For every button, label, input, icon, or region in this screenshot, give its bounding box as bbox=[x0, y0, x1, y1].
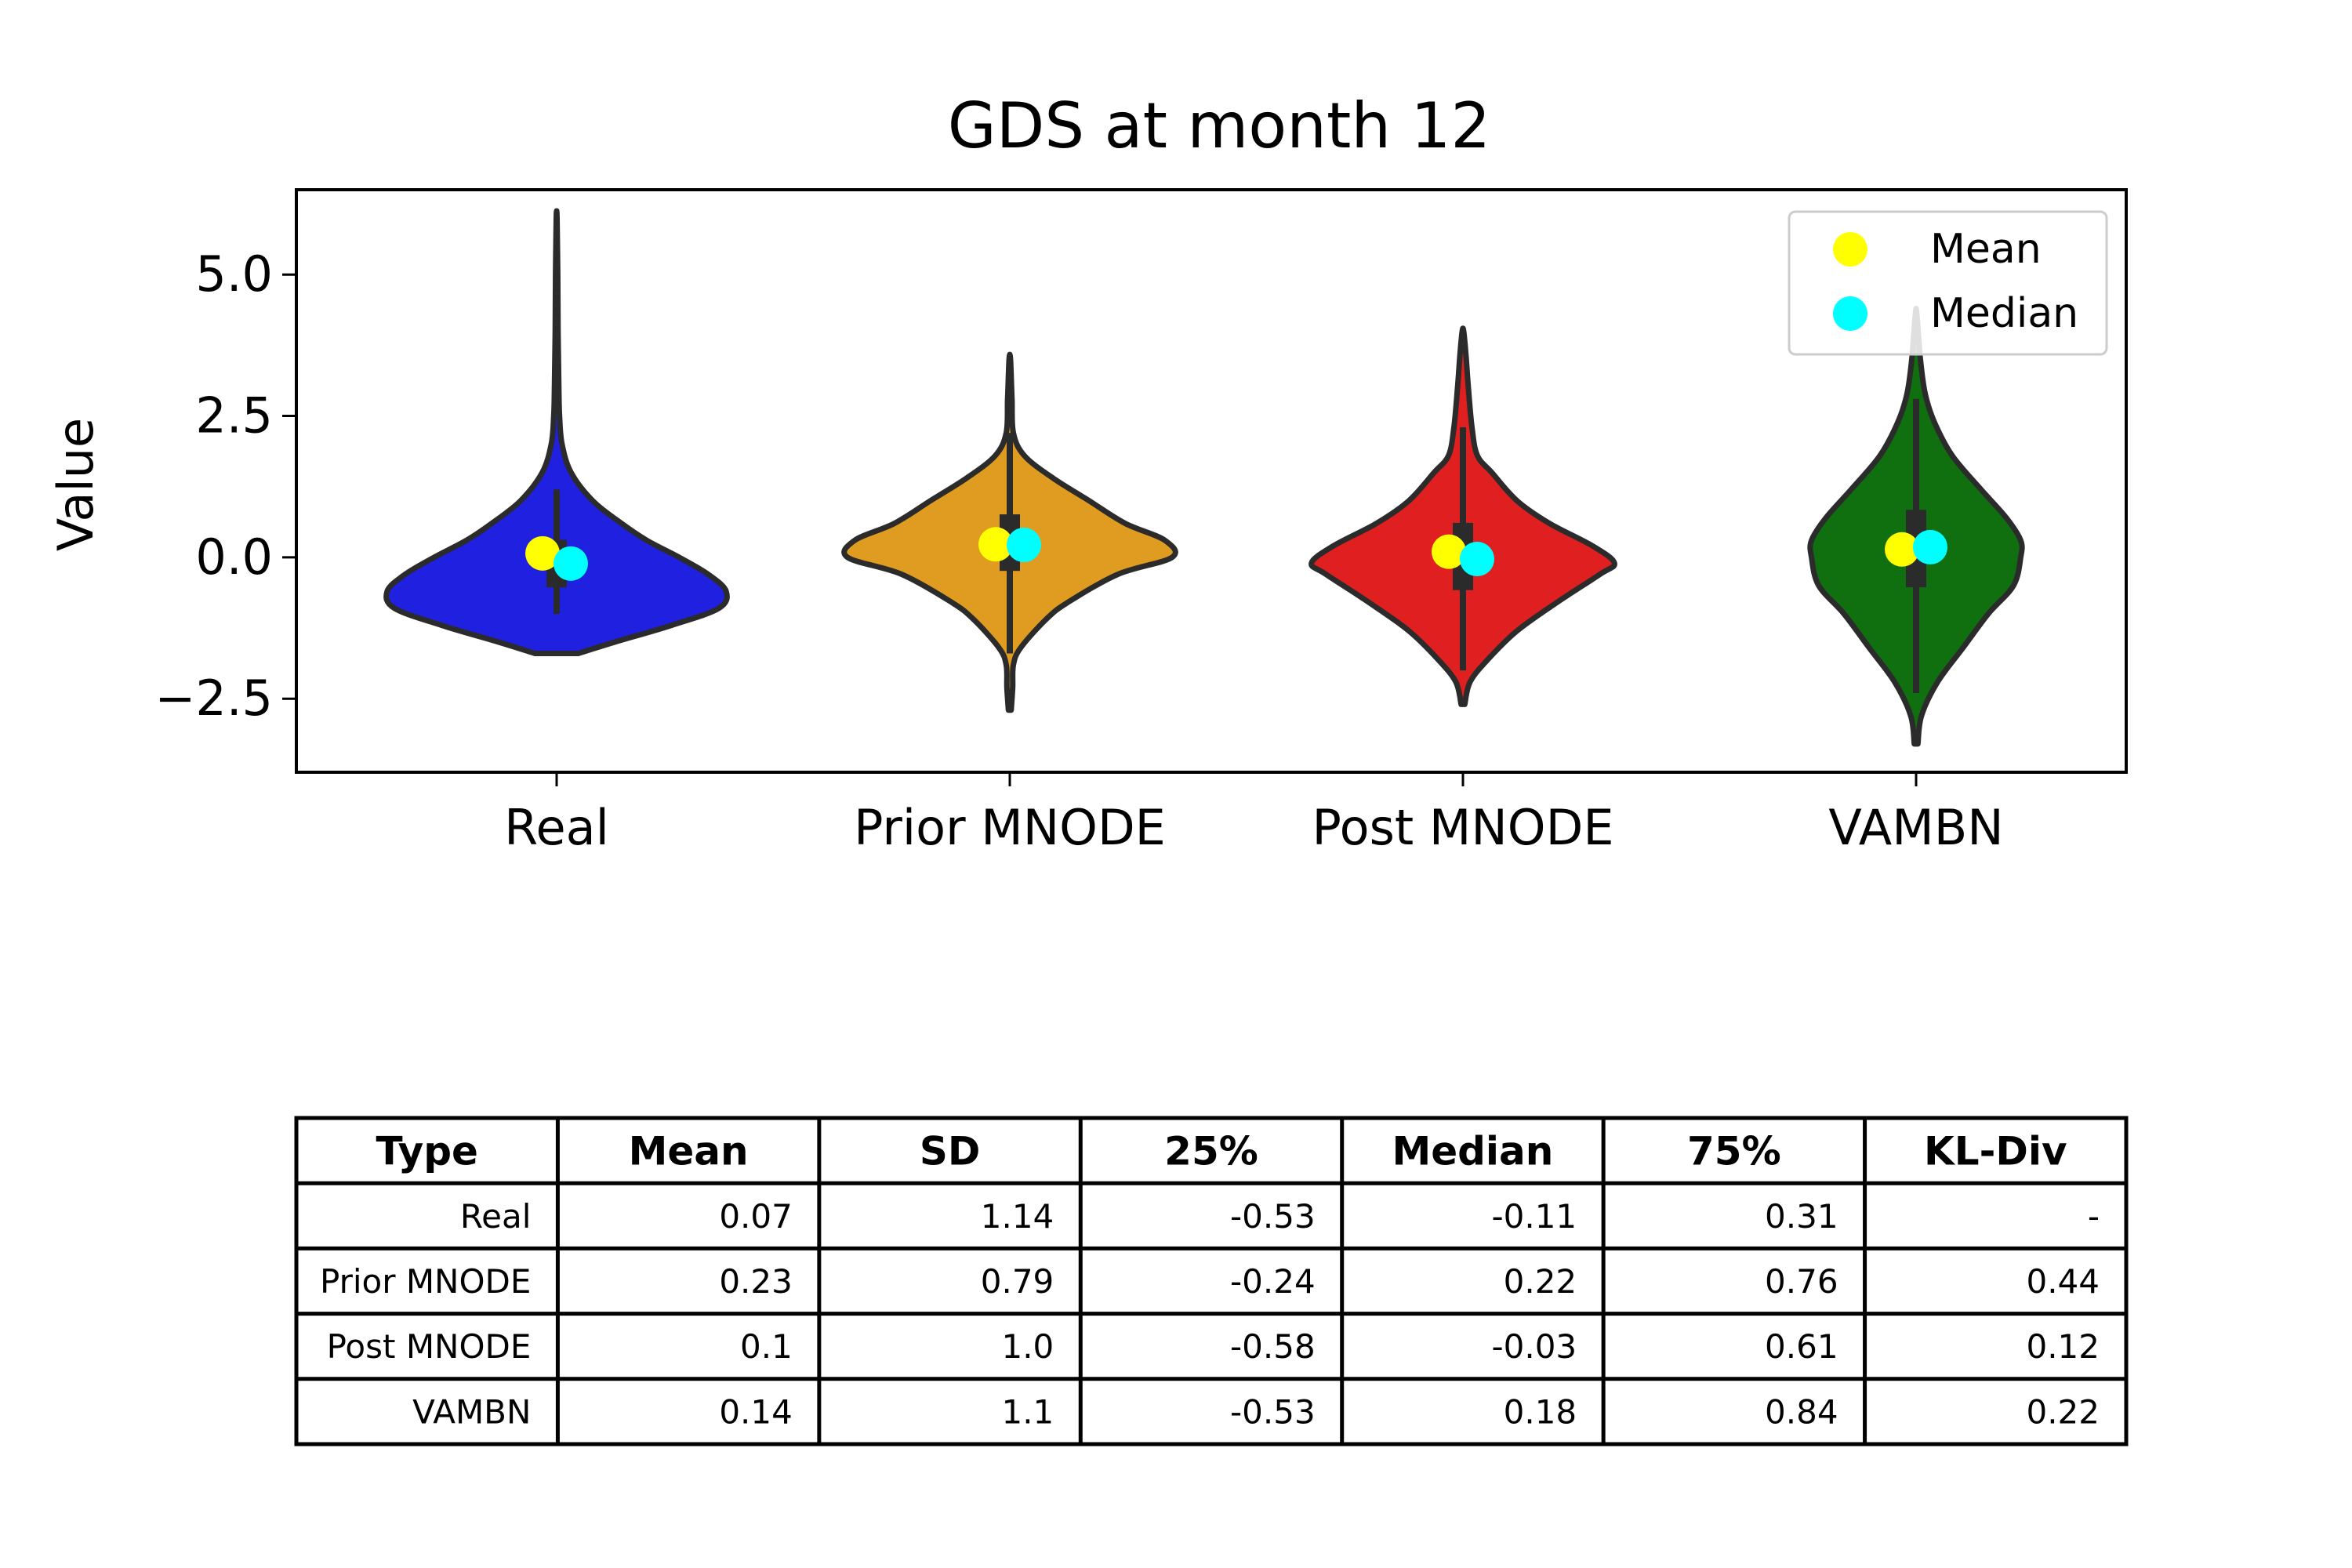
y-tick-label-2: 0.0 bbox=[195, 528, 273, 586]
table-cell-r1-c3: -0.24 bbox=[1230, 1262, 1316, 1301]
table-cell-r2-c0: Post MNODE bbox=[327, 1327, 532, 1366]
median-marker-1 bbox=[1007, 528, 1041, 563]
x-tick-label-0: Real bbox=[504, 799, 609, 856]
table-header-3: 25% bbox=[1164, 1129, 1258, 1174]
table-cell-r0-c5: 0.31 bbox=[1765, 1197, 1838, 1236]
table-cell-r2-c4: -0.03 bbox=[1491, 1327, 1577, 1366]
median-marker-3 bbox=[1913, 529, 1947, 564]
table-header-0: Type bbox=[376, 1129, 477, 1174]
chart-title: GDS at month 12 bbox=[948, 89, 1491, 162]
table-cell-r3-c2: 1.1 bbox=[1001, 1392, 1054, 1431]
plot-frame bbox=[295, 188, 2128, 774]
table-cell-r3-c6: 0.22 bbox=[2026, 1392, 2100, 1431]
stats-table: Type Mean SD 25% Median 75% KL-Div Real 0.07 1.14… bbox=[294, 1116, 2129, 1446]
mean-marker-2 bbox=[1432, 534, 1466, 569]
axes-layer: Real Prior MNODE Post MNODE VAMBN 5.0 2.5 0.0 −… bbox=[154, 188, 2128, 856]
y-axis-label: Value bbox=[47, 418, 104, 551]
table-cell-r2-c2: 1.0 bbox=[1001, 1327, 1054, 1366]
table-cell-r3-c1: 0.14 bbox=[719, 1392, 793, 1431]
table-cell-r0-c2: 1.14 bbox=[981, 1197, 1054, 1236]
x-tick-label-2: Post MNODE bbox=[1312, 799, 1613, 856]
legend-marker-1 bbox=[1833, 296, 1867, 331]
table-cell-r1-c2: 0.79 bbox=[981, 1262, 1054, 1301]
table-cell-r3-c3: -0.53 bbox=[1230, 1392, 1316, 1431]
table-cell-r1-c5: 0.76 bbox=[1765, 1262, 1838, 1301]
table-header-5: 75% bbox=[1687, 1129, 1781, 1174]
table-cell-r2-c1: 0.1 bbox=[740, 1327, 793, 1366]
table-cell-r2-c6: 0.12 bbox=[2026, 1327, 2100, 1366]
table-cell-r0-c1: 0.07 bbox=[719, 1197, 793, 1236]
legend-label-1: Median bbox=[1930, 290, 2078, 337]
table-cell-r0-c0: Real bbox=[460, 1197, 532, 1236]
table-cell-r0-c3: -0.53 bbox=[1230, 1197, 1316, 1236]
table-cell-r1-c6: 0.44 bbox=[2026, 1262, 2100, 1301]
table-cell-r3-c0: VAMBN bbox=[412, 1392, 531, 1431]
table-header-4: Median bbox=[1392, 1129, 1553, 1174]
legend-marker-0 bbox=[1833, 232, 1867, 267]
table-cell-r1-c1: 0.23 bbox=[719, 1262, 793, 1301]
legend-label-0: Mean bbox=[1930, 226, 2042, 273]
legend: Mean Median bbox=[1788, 210, 2108, 356]
table-cell-r1-c0: Prior MNODE bbox=[320, 1262, 531, 1301]
table-cell-r0-c4: -0.11 bbox=[1491, 1197, 1577, 1236]
table-cell-r3-c4: 0.18 bbox=[1504, 1392, 1577, 1431]
table-header-6: KL-Div bbox=[1924, 1129, 2067, 1174]
table-cell-r0-c6: - bbox=[2088, 1197, 2100, 1236]
y-tick-label-1: 2.5 bbox=[195, 387, 273, 445]
mean-marker-3 bbox=[1885, 532, 1919, 567]
x-tick-label-1: Prior MNODE bbox=[854, 799, 1166, 856]
mean-marker-0 bbox=[525, 535, 560, 571]
table-header-2: SD bbox=[920, 1129, 981, 1174]
table-cell-r2-c3: -0.58 bbox=[1230, 1327, 1316, 1366]
y-tick-label-3: −2.5 bbox=[154, 670, 273, 727]
median-marker-2 bbox=[1460, 542, 1494, 577]
violin-body-0 bbox=[383, 208, 730, 656]
mean-marker-1 bbox=[978, 527, 1013, 562]
y-tick-label-0: 5.0 bbox=[195, 245, 273, 303]
table-header-1: Mean bbox=[629, 1129, 749, 1174]
median-marker-0 bbox=[554, 546, 588, 581]
legend-box bbox=[1788, 210, 2108, 356]
violin-layer bbox=[383, 208, 2025, 747]
x-tick-label-3: VAMBN bbox=[1828, 799, 2003, 856]
table-frame bbox=[294, 1116, 2129, 1446]
table-cell-r2-c5: 0.61 bbox=[1765, 1327, 1838, 1366]
table-cell-r1-c4: 0.22 bbox=[1504, 1262, 1577, 1301]
table-cell-r3-c5: 0.84 bbox=[1765, 1392, 1838, 1431]
